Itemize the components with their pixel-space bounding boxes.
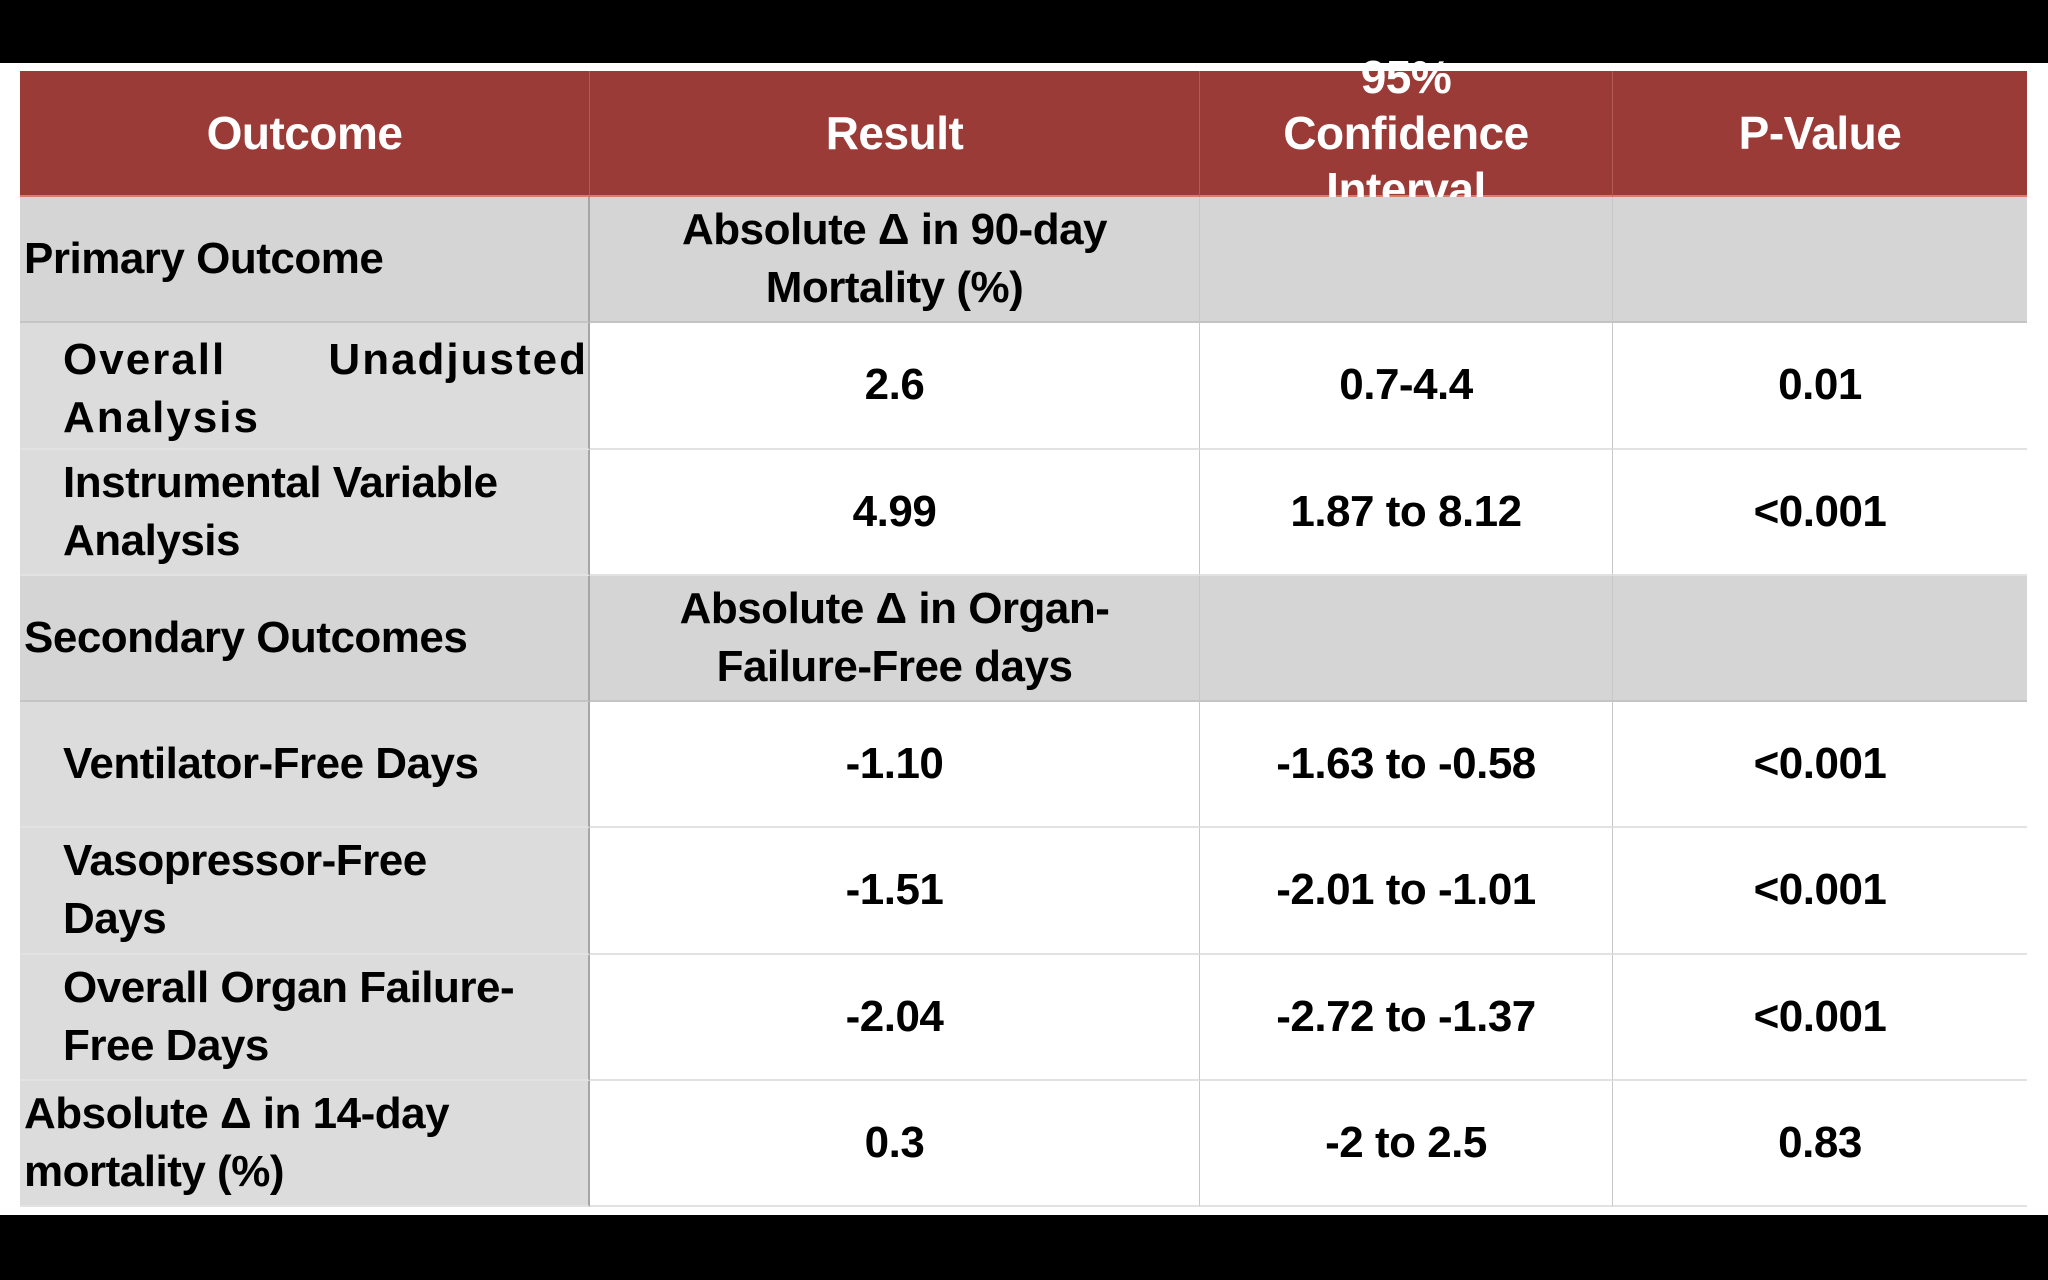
row-secondary-outcomes-ci: [1200, 575, 1613, 702]
row-primary-outcome-p: [1613, 197, 2027, 324]
row-organ-failure-ci: -2.72 to -1.37: [1200, 954, 1613, 1081]
row-ventilator-result: -1.10: [590, 702, 1200, 829]
row-primary-outcome-ci: [1200, 197, 1613, 324]
row-ventilator-p: <0.001: [1613, 702, 2027, 829]
row-organ-failure-result: -2.04: [590, 954, 1200, 1081]
row-organ-failure-label: Overall Organ Failure-Free Days: [20, 954, 590, 1081]
row-instrumental-result: 4.99: [590, 449, 1200, 576]
row-14day-mortality-label: Absolute Δ in 14-day mortality (%): [20, 1080, 590, 1207]
slide: Outcome Result 95% Confidence Interval P…: [0, 51, 2048, 1215]
row-secondary-outcomes-p: [1613, 575, 2027, 702]
header-result: Result: [590, 71, 1200, 197]
vasopressor-label-text: Vasopressor-Free Days: [63, 836, 427, 944]
row-instrumental-ci: 1.87 to 8.12: [1200, 449, 1613, 576]
header-confidence-interval: 95% Confidence Interval: [1200, 51, 1613, 215]
row-secondary-outcomes-label: Secondary Outcomes: [20, 575, 590, 702]
primary-outcome-metric: Absolute Δ in 90-day Mortality (%): [681, 205, 1108, 313]
row-vasopressor-p: <0.001: [1613, 828, 2027, 955]
row-ventilator-label: Ventilator-Free Days: [20, 702, 590, 829]
row-14day-mortality-p: 0.83: [1613, 1080, 2027, 1207]
row-instrumental-label: Instrumental Variable Analysis: [20, 449, 590, 576]
row-unadjusted-result: 2.6: [590, 323, 1200, 450]
row-instrumental-p: <0.001: [1613, 449, 2027, 576]
row-ventilator-ci: -1.63 to -0.58: [1200, 702, 1613, 829]
row-unadjusted-ci: 0.7-4.4: [1200, 323, 1613, 450]
results-table: Outcome Result 95% Confidence Interval P…: [20, 51, 2027, 1207]
header-outcome: Outcome: [20, 71, 590, 197]
row-primary-outcome-label: Primary Outcome: [20, 197, 590, 324]
14day-mortality-label-text: Absolute Δ in 14-day mortality (%): [24, 1088, 450, 1196]
row-vasopressor-ci: -2.01 to -1.01: [1200, 828, 1613, 955]
row-unadjusted-p: 0.01: [1613, 323, 2027, 450]
header-p-value: P-Value: [1613, 71, 2027, 197]
row-14day-mortality-ci: -2 to 2.5: [1200, 1080, 1613, 1207]
row-vasopressor-result: -1.51: [590, 828, 1200, 955]
secondary-outcome-metric: Absolute Δ in Organ-Failure-Free days: [679, 583, 1110, 691]
unadjusted-label-text: Overall Unadjusted Analysis: [63, 335, 588, 443]
row-unadjusted-label: Overall Unadjusted Analysis: [20, 323, 590, 450]
row-organ-failure-p: <0.001: [1613, 954, 2027, 1081]
header-ci-label: 95% Confidence Interval: [1283, 51, 1529, 215]
row-vasopressor-label: Vasopressor-Free Days: [20, 828, 590, 955]
row-primary-outcome-result: Absolute Δ in 90-day Mortality (%): [590, 197, 1200, 324]
row-secondary-outcomes-result: Absolute Δ in Organ-Failure-Free days: [590, 575, 1200, 702]
row-14day-mortality-result: 0.3: [590, 1080, 1200, 1207]
